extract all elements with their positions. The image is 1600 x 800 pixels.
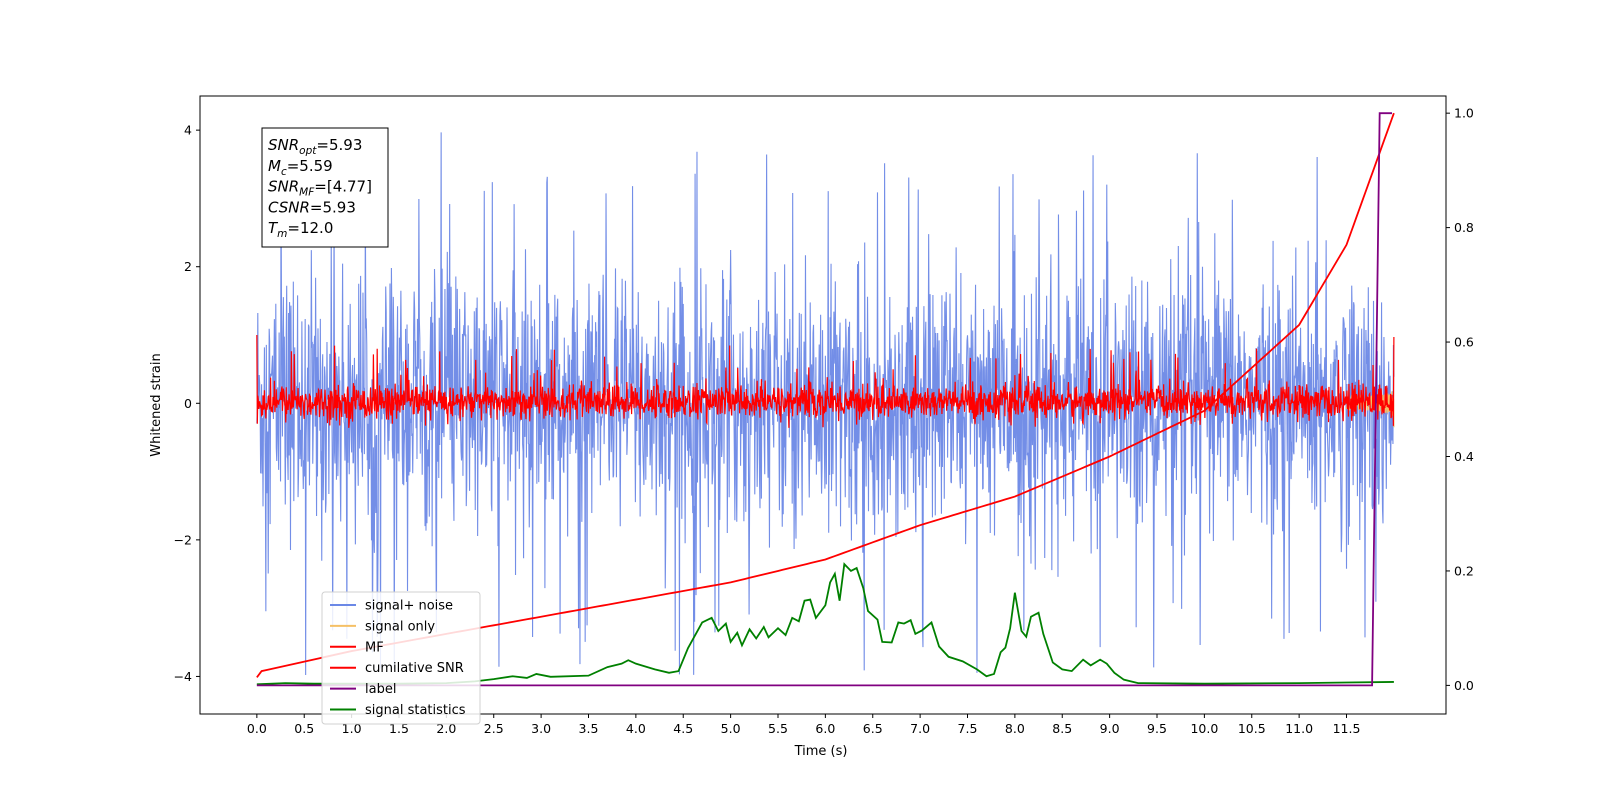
legend-label: signal statistics bbox=[365, 703, 466, 718]
legend: signal+ noise signal only MF cumilative SNR… bbox=[321, 591, 481, 725]
y-left-tick-label: 2 bbox=[184, 259, 192, 274]
x-tick-label: 5.5 bbox=[768, 721, 788, 736]
x-tick-label: 4.0 bbox=[626, 721, 646, 736]
x-tick-label: 9.5 bbox=[1147, 721, 1167, 736]
y-axis-left: 4 2 0 −2 −4 bbox=[174, 123, 200, 684]
x-tick-label: 10.5 bbox=[1238, 721, 1266, 736]
info-line: Tm=12.0 bbox=[268, 219, 333, 240]
info-line: SNRMF=[4.77] bbox=[268, 178, 372, 199]
y-left-tick-label: −4 bbox=[174, 669, 192, 684]
x-axis: 0.0 0.5 1.0 1.5 2.0 2.5 3.0 3.5 4.0 4.5 5.0 5.5 6.0 6… bbox=[247, 714, 1361, 736]
info-line: Mc=5.59 bbox=[268, 157, 333, 178]
x-tick-label: 11.5 bbox=[1333, 721, 1361, 736]
x-tick-label: 11.0 bbox=[1285, 721, 1313, 736]
x-tick-label: 3.0 bbox=[531, 721, 551, 736]
legend-label: signal only bbox=[365, 619, 435, 634]
x-tick-label: 7.0 bbox=[910, 721, 930, 736]
info-line: SNRopt=5.93 bbox=[268, 136, 362, 157]
x-tick-label: 10.0 bbox=[1190, 721, 1218, 736]
legend-label: label bbox=[365, 682, 396, 697]
x-axis-label: Time (s) bbox=[794, 744, 848, 759]
legend-label: signal+ noise bbox=[365, 599, 453, 614]
x-tick-label: 1.5 bbox=[389, 721, 409, 736]
info-box-frame bbox=[261, 127, 389, 248]
y-right-tick-label: 0.6 bbox=[1454, 335, 1474, 350]
info-line: CSNR=5.93 bbox=[268, 198, 356, 216]
x-tick-label: 7.5 bbox=[958, 721, 978, 736]
y-left-tick-label: 4 bbox=[184, 123, 192, 138]
legend-label: cumilative SNR bbox=[365, 661, 464, 676]
x-tick-label: 0.5 bbox=[294, 721, 314, 736]
x-tick-label: 3.5 bbox=[579, 721, 599, 736]
x-tick-label: 9.0 bbox=[1100, 721, 1120, 736]
y-right-tick-label: 0.0 bbox=[1454, 678, 1474, 693]
x-tick-label: 6.5 bbox=[863, 721, 883, 736]
x-tick-label: 8.0 bbox=[1005, 721, 1025, 736]
y-axis-right: 1.0 0.8 0.6 0.4 0.2 0.0 bbox=[1446, 106, 1474, 693]
y-right-tick-label: 0.4 bbox=[1454, 449, 1474, 464]
x-tick-label: 1.0 bbox=[342, 721, 362, 736]
x-tick-label: 4.5 bbox=[673, 721, 693, 736]
x-tick-label: 8.5 bbox=[1052, 721, 1072, 736]
series-label bbox=[256, 112, 1392, 687]
y-right-tick-label: 1.0 bbox=[1454, 106, 1474, 121]
legend-frame bbox=[321, 591, 481, 725]
y-left-tick-label: 0 bbox=[184, 396, 192, 411]
x-tick-label: 2.5 bbox=[484, 721, 504, 736]
x-tick-label: 5.0 bbox=[721, 721, 741, 736]
x-tick-label: 2.0 bbox=[436, 721, 456, 736]
x-tick-label: 0.0 bbox=[247, 721, 267, 736]
axes-frame bbox=[199, 95, 1447, 715]
series-signal-statistics bbox=[256, 562, 1394, 686]
legend-label: MF bbox=[365, 640, 384, 655]
y-right-tick-label: 0.2 bbox=[1454, 563, 1474, 578]
y-right-tick-label: 0.8 bbox=[1454, 220, 1474, 235]
x-tick-label: 6.0 bbox=[815, 721, 835, 736]
y-left-tick-label: −2 bbox=[174, 532, 192, 547]
series-mf bbox=[256, 335, 1395, 428]
y-axis-label: Whitened strain bbox=[149, 353, 164, 456]
